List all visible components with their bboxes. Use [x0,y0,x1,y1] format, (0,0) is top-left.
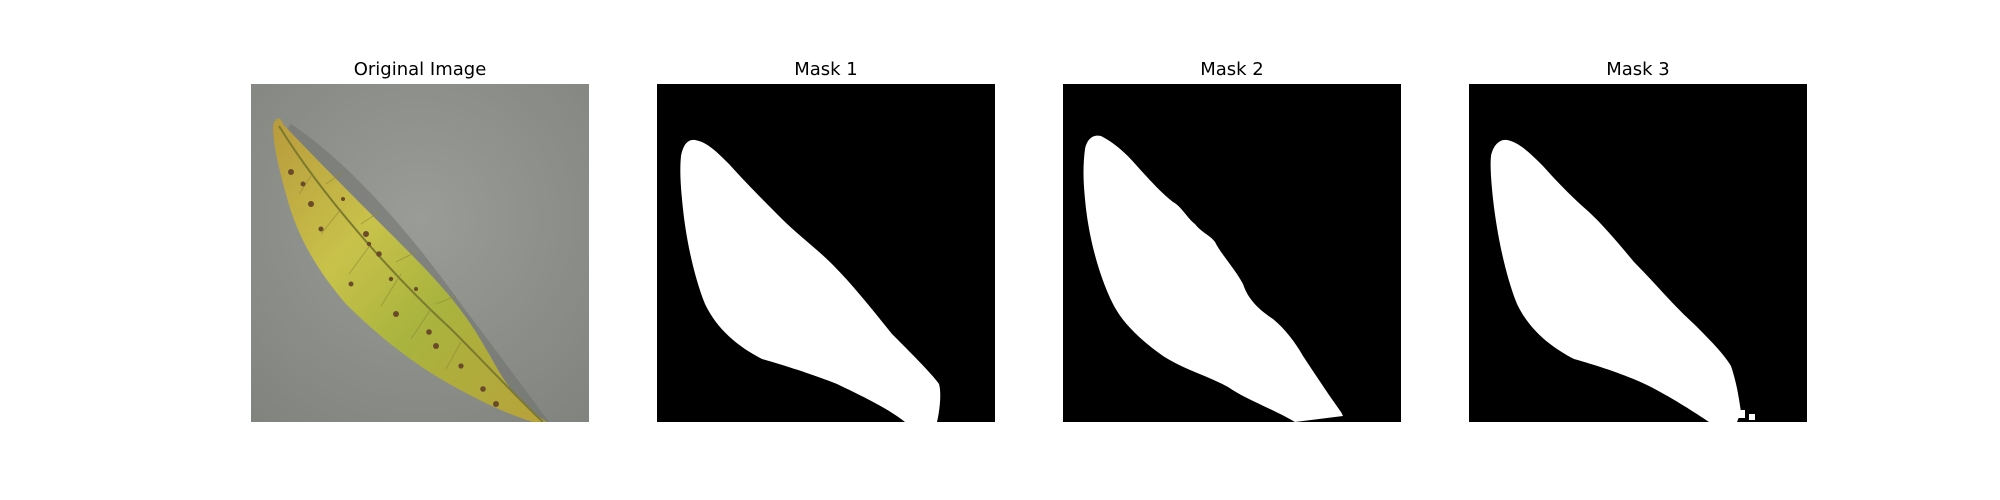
mask-1-image [657,84,995,422]
panel-title: Original Image [353,59,487,80]
panel-mask-3: Mask 3 [1469,56,1807,422]
panel-title: Mask 1 [794,59,858,80]
original-leaf-image [251,84,589,422]
panel-title: Mask 2 [1200,59,1264,80]
panel-original-image: Original Image [251,56,589,422]
panel-mask-1: Mask 1 [657,56,995,422]
mask-2-image [1063,84,1401,422]
mask-3-image [1469,84,1807,422]
panel-title: Mask 3 [1606,59,1670,80]
panel-mask-2: Mask 2 [1063,56,1401,422]
